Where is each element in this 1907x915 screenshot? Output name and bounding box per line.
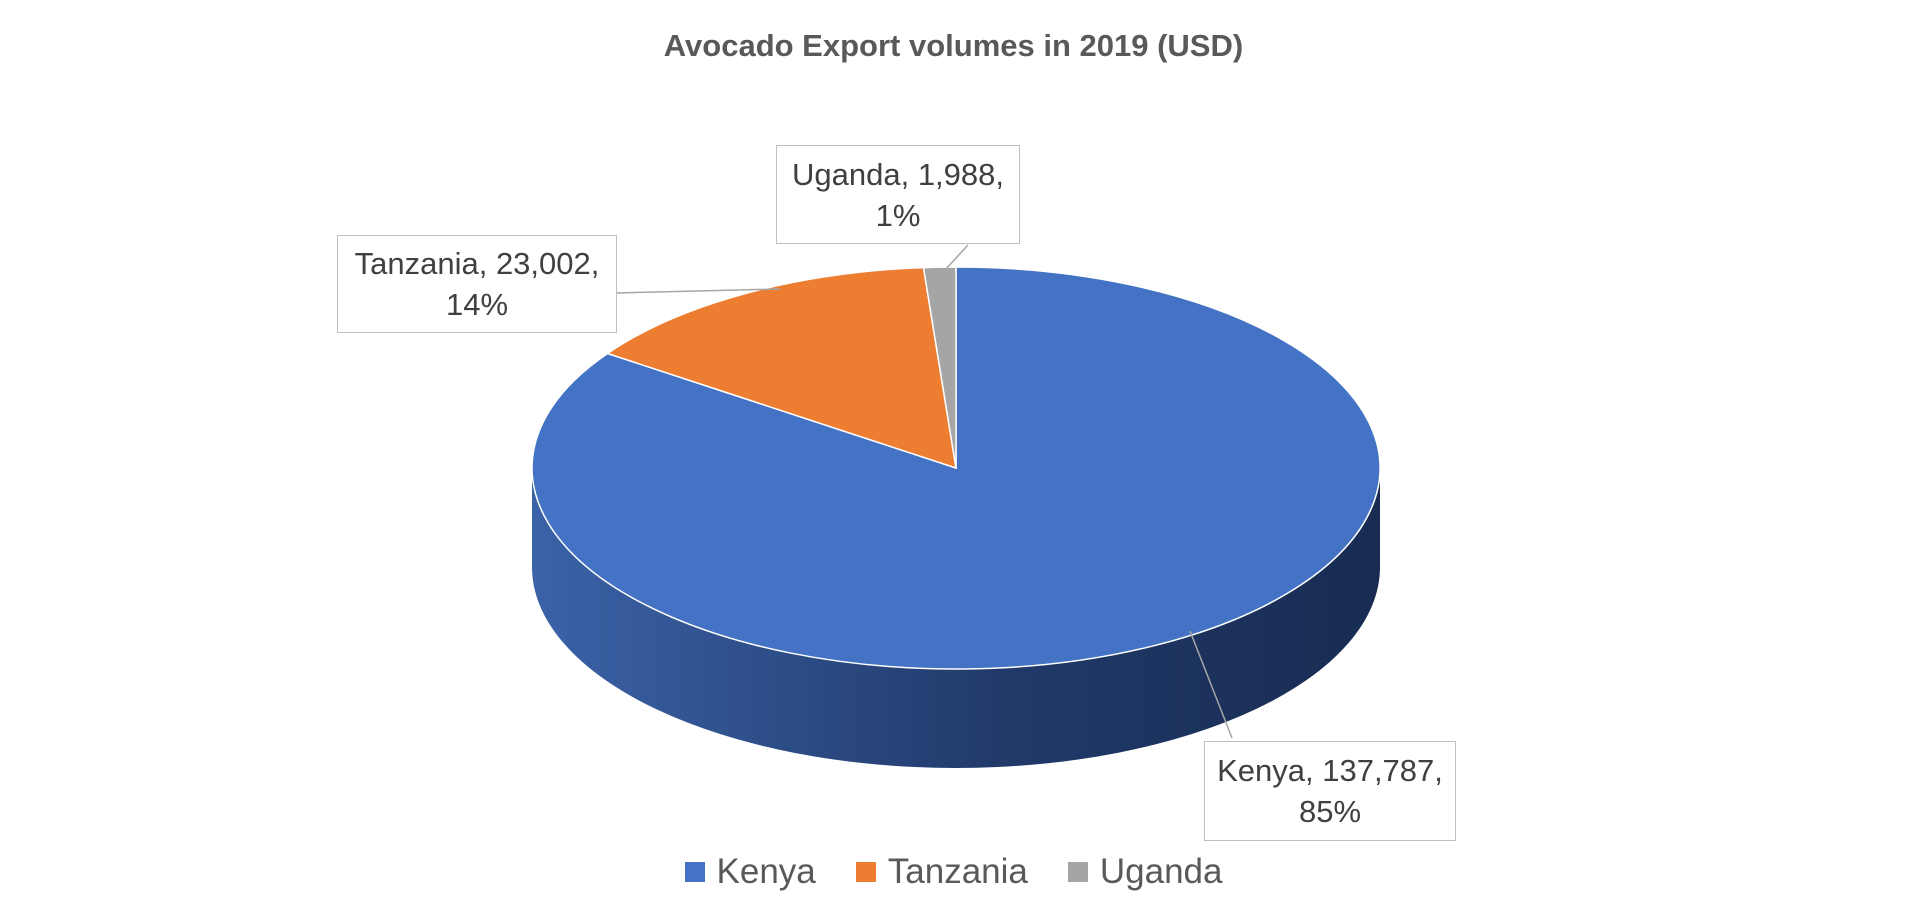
data-label-kenya-value: 137,787 [1322,753,1435,788]
data-label-tanzania-value: 23,002 [495,246,591,281]
legend-label-uganda: Uganda [1099,852,1223,891]
pie-top-face [531,266,1381,670]
data-label-uganda-name: Uganda [791,156,901,192]
pie-side-kenya [532,468,1380,768]
data-label-tanzania-name: Tanzania [354,246,479,281]
legend-label-kenya: Kenya [716,852,816,891]
data-label-tanzania-percent: 14% [445,287,509,322]
leader-line-uganda [944,244,969,271]
pie-slice-tanzania [605,266,957,470]
legend-item-uganda: Uganda [1067,852,1223,892]
data-label-uganda-value: 1,988 [917,156,996,192]
pie-slice-uganda [922,266,957,469]
leader-line-kenya [1189,630,1233,739]
legend-label-tanzania: Tanzania [887,852,1028,891]
data-label-kenya: Kenya, 137,787, 85% [1204,741,1456,841]
data-label-uganda: Uganda, 1,988, 1% [776,145,1020,244]
legend-item-tanzania: Tanzania [855,852,1028,892]
leader-lines [616,244,1233,739]
pie-side-wall [532,468,1380,768]
data-label-kenya-name: Kenya [1217,753,1305,788]
data-label-kenya-percent: 85% [1298,794,1362,829]
legend: Kenya Tanzania Uganda [0,852,1907,892]
data-label-uganda-percent: 1% [875,197,921,233]
legend-swatch-tanzania [855,862,876,882]
legend-swatch-kenya [684,862,705,882]
legend-item-kenya: Kenya [684,852,816,892]
leader-line-tanzania [616,288,781,294]
legend-swatch-uganda [1067,862,1088,882]
data-label-tanzania: Tanzania, 23,002, 14% [337,235,617,333]
chart-title: Avocado Export volumes in 2019 (USD) [663,28,1244,63]
